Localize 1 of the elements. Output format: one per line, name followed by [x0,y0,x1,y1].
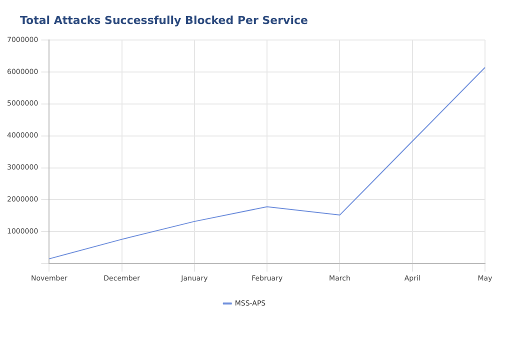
chart-title: Total Attacks Successfully Blocked Per Service [20,14,308,27]
